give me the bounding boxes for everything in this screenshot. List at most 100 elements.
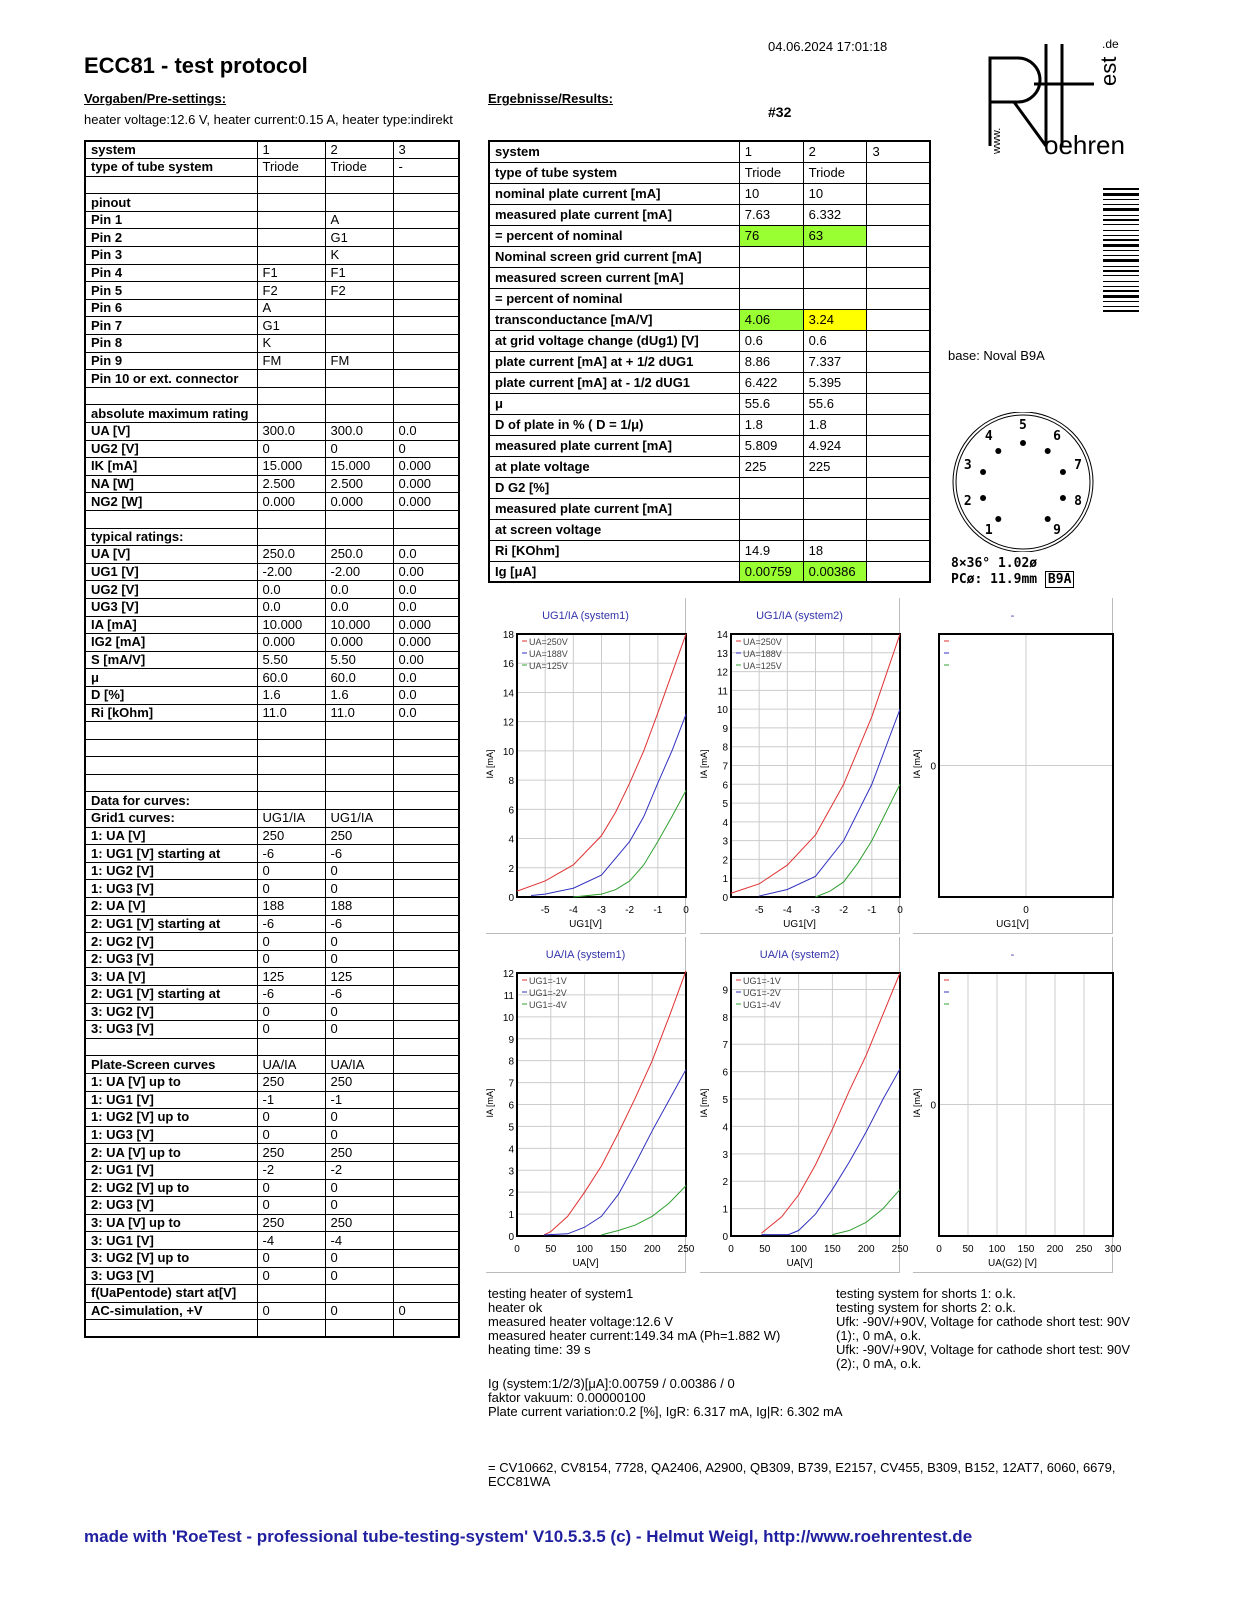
cell-value: F1 [256, 263, 326, 283]
cell-label: nominal plate current [mA] [488, 182, 740, 205]
cell-value [324, 316, 394, 336]
cell-value [324, 404, 394, 423]
table-row: 1: UG3 [V] 0 0 [84, 879, 460, 899]
cell-value [866, 224, 931, 247]
cell-value: Triode [738, 161, 804, 184]
cell-label: measured plate current [mA] [488, 497, 740, 520]
cell-value: 1.6 [324, 685, 394, 705]
heater-settings: heater voltage:12.6 V, heater current:0.… [84, 112, 453, 127]
base-info: 8×36° 1.02ø PCø: 11.9mm B9A [951, 556, 1075, 588]
cell-value [256, 721, 326, 740]
roetest-logo: oehren www. est .de [988, 37, 1124, 159]
table-row: 1: UG3 [V] 0 0 [84, 1125, 460, 1145]
cell-value: 0.000 [392, 615, 460, 635]
y-tick-label: 9 [508, 1035, 514, 1046]
x-axis-label: UA[V] [572, 1258, 599, 1269]
cell-label: measured plate current [mA] [488, 434, 740, 457]
cell-value: 188 [256, 897, 326, 916]
cell-label: 2: UG1 [V] [84, 1160, 258, 1180]
cell-value [802, 497, 868, 520]
cell-value [392, 1143, 460, 1162]
cell-value [392, 826, 460, 846]
table-row: plate current [mA] at - 1/2 dUG1 6.422 5.3… [488, 371, 931, 394]
cell-value [256, 404, 326, 423]
cell-value: -2 [256, 1160, 326, 1180]
plot-frame [730, 972, 901, 1237]
table-row: = percent of nominal [488, 287, 931, 310]
cell-label: 3: UG3 [V] [84, 1266, 258, 1286]
cell-label: at grid voltage change (dUg1) [V] [488, 329, 740, 352]
x-tick-label: 100 [989, 1244, 1006, 1255]
y-tick-label: 4 [508, 835, 514, 846]
cell-value [392, 351, 460, 371]
y-tick-label: 2 [508, 864, 514, 875]
chart-plot: 0 50 100 150 200 250 300 0 [930, 972, 1122, 1255]
note-line: faktor vakuum: 0.00000100 [488, 1390, 646, 1405]
cell-label: UG1 [V] [84, 562, 258, 582]
table-row: UA [V] 300.0 300.0 0.0 [84, 422, 460, 441]
table-row: Pin 7 G1 [84, 316, 460, 336]
cell-label: plate current [mA] at - 1/2 dUG1 [488, 371, 740, 394]
cell-value: 0 [256, 1125, 326, 1145]
cell-value: 60.0 [324, 668, 394, 687]
cell-label: 3: UG3 [V] [84, 1020, 258, 1039]
chart-title: UA/IA (system1) [545, 949, 626, 961]
y-tick-label: 6 [722, 780, 728, 791]
cell-value [866, 350, 931, 373]
y-tick-label: 3 [722, 837, 728, 848]
cell-value: 125 [324, 967, 394, 986]
cell-value: -6 [324, 985, 394, 1004]
cell-label: f(UaPentode) start at[V] [84, 1284, 258, 1303]
x-tick-label: 150 [1018, 1244, 1035, 1255]
series-line [601, 1185, 687, 1236]
y-tick-label: 8 [722, 1013, 728, 1024]
table-row: IA [mA] 10.000 10.000 0.000 [84, 615, 460, 635]
barcode-bar [1103, 275, 1139, 276]
table-row: 3: UG1 [V] -4 -4 [84, 1231, 460, 1250]
presettings-table: system 1 2 3 type of tube system Triode Triode… [84, 140, 460, 1339]
cell-label: 1: UG3 [V] [84, 1125, 258, 1145]
y-tick-label: 6 [508, 805, 514, 816]
plot-frame [516, 972, 687, 1237]
cell-label: Nominal screen grid current [mA] [488, 245, 740, 268]
cell-value [866, 308, 931, 331]
cell-value [324, 773, 394, 793]
cell-value [392, 1213, 460, 1233]
barcode-bar [1103, 286, 1139, 287]
table-row: system 1 2 3 [84, 140, 460, 160]
cell-value [392, 509, 460, 529]
cell-value [392, 193, 460, 212]
chart-panel: - IA [mA] UG1[V] 0 0 [912, 598, 1114, 934]
x-axis-label: UG1[V] [569, 919, 602, 930]
cell-value: 250 [324, 826, 394, 846]
table-row: UG2 [V] 0.0 0.0 0.0 [84, 580, 460, 599]
cell-value: 0.0 [392, 668, 460, 687]
cell-value: -6 [256, 985, 326, 1004]
barcode-bar [1103, 188, 1139, 190]
cell-value: A [256, 298, 326, 318]
cell-value: 10 [738, 182, 804, 205]
y-tick-label: 1 [722, 874, 728, 885]
cell-value: 3.24 [802, 308, 868, 331]
barcode-bar [1103, 266, 1139, 267]
table-row: nominal plate current [mA] 10 10 [488, 182, 931, 205]
chart-panel: UG1/IA (system2) IA [mA] UG1[V] -5 -4 -3 -2 -1 0… [699, 598, 903, 934]
cell-value: UG1/IA [324, 809, 394, 828]
cell-value: -4 [324, 1231, 394, 1250]
x-tick-label: 150 [610, 1244, 627, 1255]
pin-diagram: 12 34 5 67 89 [952, 412, 1094, 552]
cell-value [392, 1284, 460, 1303]
plot-frame [938, 972, 1114, 1237]
cell-value: -6 [256, 914, 326, 934]
y-tick-label: 11 [504, 991, 515, 1002]
cell-value: 0 [324, 1108, 394, 1127]
barcode-bar [1103, 244, 1139, 247]
y-tick-label: 0 [930, 762, 936, 773]
cell-label: Plate-Screen curves [84, 1055, 258, 1074]
cell-value [392, 1248, 460, 1268]
cell-value [738, 476, 804, 499]
table-row: measured plate current [mA] 5.809 4.924 [488, 434, 931, 457]
cell-value: 11.0 [324, 703, 394, 723]
cell-value: 0.0 [256, 597, 326, 617]
cell-label: μ [488, 392, 740, 415]
